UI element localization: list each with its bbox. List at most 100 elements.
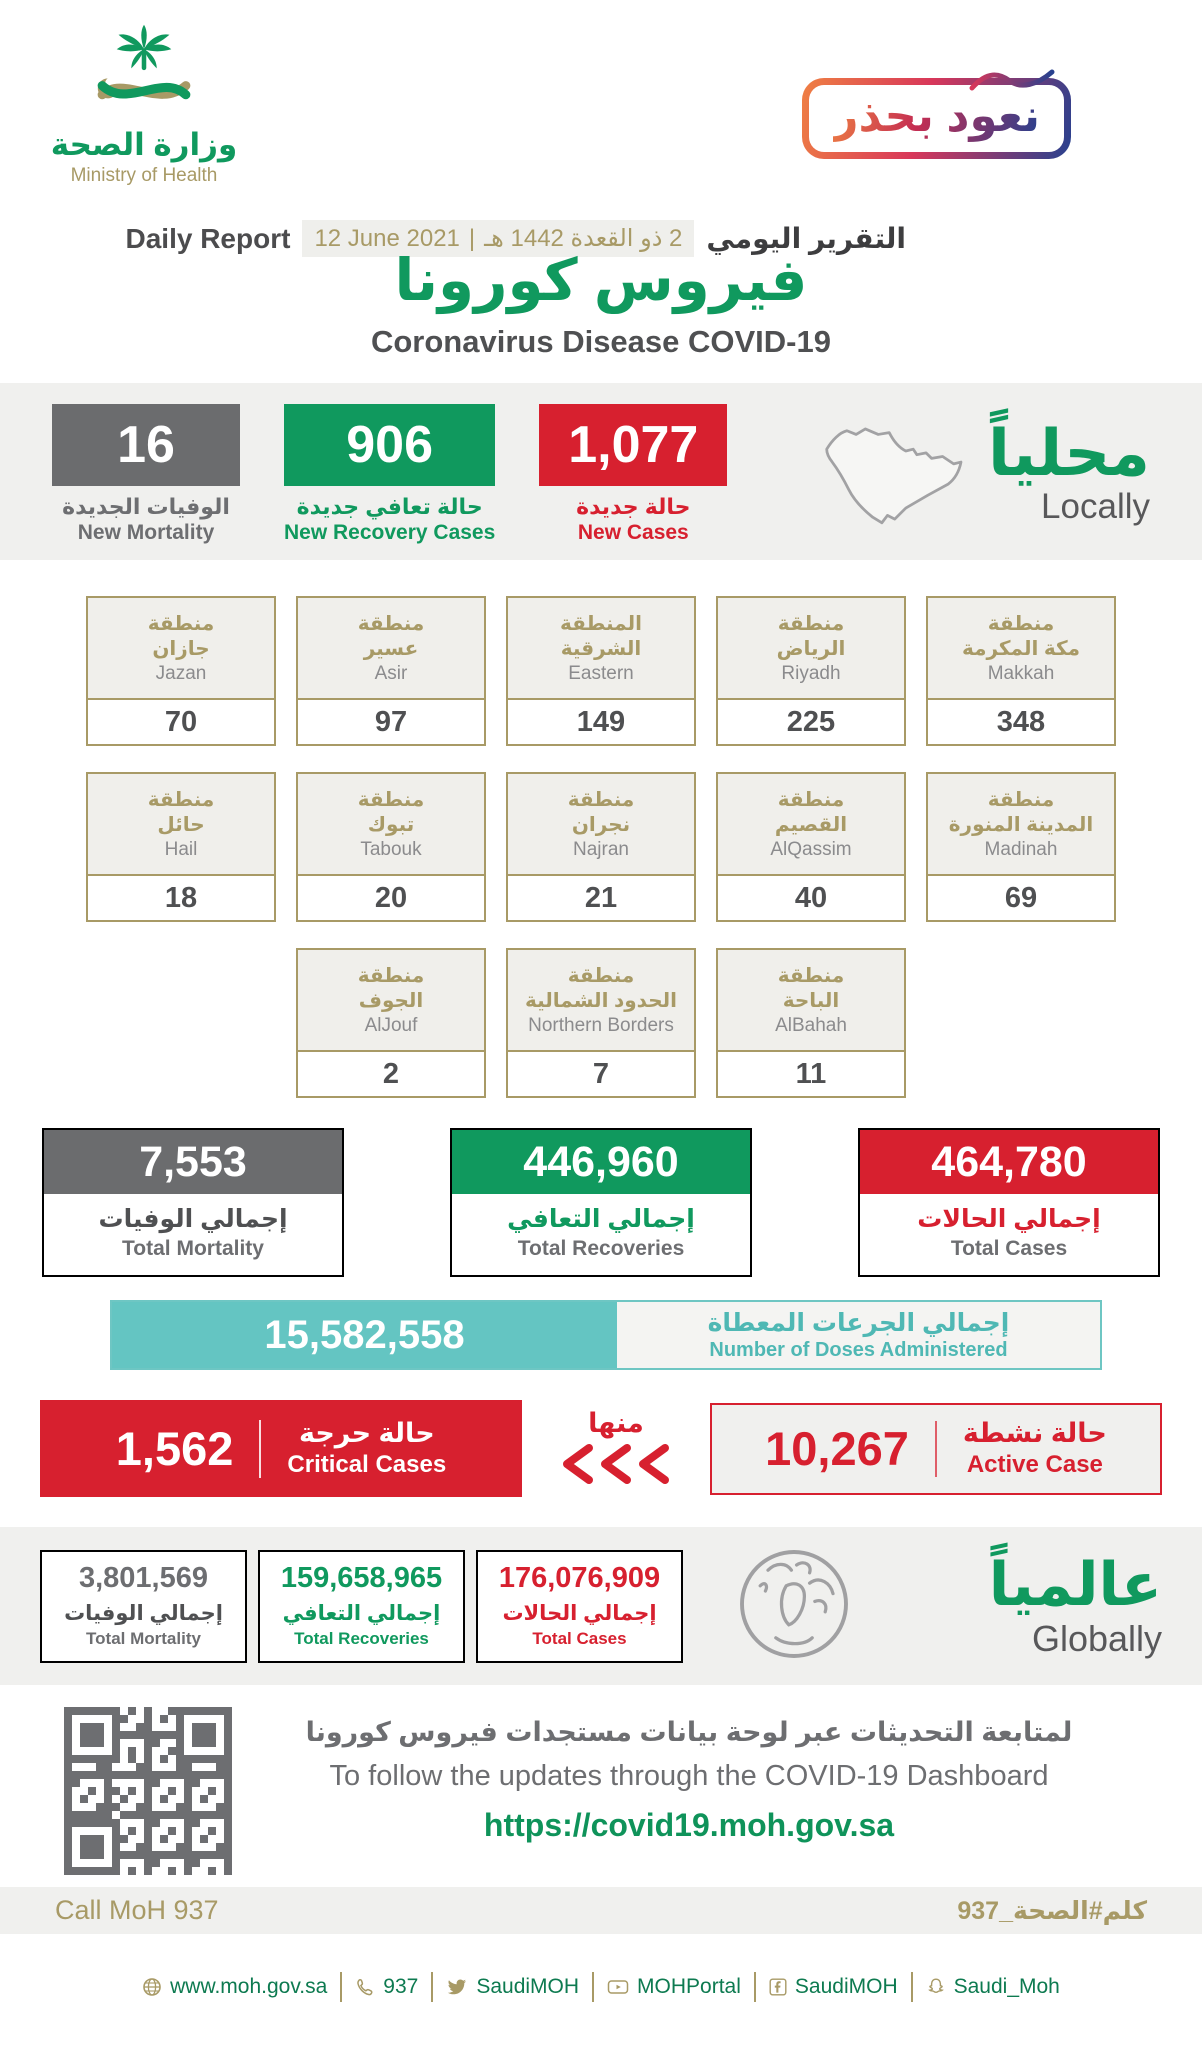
region-card-madinah: منطقة المدينة المنورة Madinah 69 — [926, 772, 1116, 922]
region-name-english: AlJouf — [364, 1014, 418, 1036]
footer-link-saudimoh[interactable]: SaudiMOH — [769, 1975, 898, 1999]
locally-heading: محلياً Locally — [799, 383, 1150, 560]
region-card-asir: منطقة عسير Asir 97 — [296, 596, 486, 746]
stat-value: 1,077 — [539, 404, 728, 486]
divider — [431, 1972, 434, 2002]
total-label-english: Total Cases — [950, 1237, 1068, 1260]
region-card-header: منطقة نجران Najran — [508, 774, 694, 876]
divider — [934, 1420, 937, 1477]
new-stat-new-cases: 1,077 حالة جديدة New Cases — [539, 404, 728, 560]
report-date: 12 June 2021 | 2 ذو القعدة 1442 هـ — [302, 220, 695, 257]
global-label-arabic: إجمالي التعافي — [282, 1601, 441, 1625]
of-which-indicator: منها — [522, 1406, 710, 1491]
region-card-hail: منطقة حائل Hail 18 — [86, 772, 276, 922]
total-box-total-cases: 464,780 إجمالي الحالات Total Cases — [858, 1128, 1160, 1277]
region-card-header: منطقة جازان Jazan — [88, 598, 274, 700]
call-moh-english: Call MoH 937 — [55, 1895, 219, 1925]
region-new-cases: 97 — [374, 705, 408, 738]
date-divider: | — [468, 224, 476, 252]
region-row: منطقة الجوف AlJouf 2 منطقة الحدود الشمالية N… — [0, 948, 1202, 1098]
divider — [910, 1972, 913, 2002]
region-card-najran: منطقة نجران Najran 21 — [506, 772, 696, 922]
active-cases-box: 10,267 حالة نشطة Active Case — [710, 1402, 1162, 1495]
global-label-arabic: إجمالي الحالات — [502, 1601, 657, 1625]
dashboard-text-english: To follow the updates through the COVID-… — [329, 1760, 1049, 1792]
region-card-makkah: منطقة مكة المكرمة Makkah 348 — [926, 596, 1116, 746]
date-gregorian: 12 June 2021 — [314, 224, 460, 252]
stat-label-english: New Mortality — [77, 521, 215, 544]
critical-label-arabic: حالة حرجة — [298, 1418, 435, 1448]
global-value: 176,076,909 — [498, 1561, 661, 1594]
globally-section: 3,801,569 إجمالي الوفيات Total Mortality 15… — [0, 1527, 1202, 1685]
region-card-header: منطقة عسير Asir — [298, 598, 484, 700]
twitter-icon — [446, 1977, 468, 1997]
region-card-header: منطقة حائل Hail — [88, 774, 274, 876]
region-name-english: Jazan — [155, 662, 207, 684]
new-stats-row: 16 الوفيات الجديدة New Mortality 906 حالة تع… — [52, 383, 728, 560]
region-new-cases: 225 — [786, 705, 836, 738]
global-value: 3,801,569 — [78, 1561, 208, 1594]
globally-label-english: Globally — [1031, 1617, 1162, 1659]
total-value: 464,780 — [860, 1130, 1158, 1194]
region-card-header: منطقة المدينة المنورة Madinah — [928, 774, 1114, 876]
page-title-english: Coronavirus Disease COVID-19 — [370, 324, 831, 359]
globe-icon — [740, 1549, 848, 1658]
left-chevrons-icon — [563, 1444, 669, 1484]
region-cards-grid: منطقة جازان Jazan 70 منطقة عسير Asir 97 المنطق… — [0, 596, 1202, 1124]
region-name-arabic: منطقة مكة المكرمة — [961, 612, 1081, 660]
dashboard-url-link[interactable]: https://covid19.moh.gov.sa — [483, 1807, 895, 1843]
global-totals-row: 3,801,569 إجمالي الوفيات Total Mortality 15… — [40, 1549, 683, 1663]
active-label-arabic: حالة نشطة — [962, 1418, 1107, 1448]
global-box-total-mortality: 3,801,569 إجمالي الوفيات Total Mortality — [40, 1549, 247, 1663]
globe-icon — [142, 1977, 162, 1997]
footer-link-937[interactable]: 937 — [355, 1975, 418, 1999]
stat-label-english: New Cases — [577, 521, 689, 544]
call-moh-hashtag: كلم#الصحة_937 — [957, 1896, 1147, 1925]
divider — [592, 1972, 595, 2002]
region-name-english: AlBahah — [775, 1014, 847, 1036]
daily-report-arabic: التقرير اليومي — [706, 223, 906, 254]
total-label-arabic: إجمالي الوفيات — [98, 1205, 288, 1233]
doses-label-arabic: إجمالي الجرعات المعطاة — [707, 1309, 1010, 1337]
region-name-arabic: منطقة الباحة — [777, 964, 845, 1012]
region-name-arabic: منطقة عسير — [357, 612, 425, 660]
report-title-line: Daily Report 12 June 2021 | 2 ذو القعدة … — [126, 220, 906, 257]
footer-link-mohportal[interactable]: MOHPortal — [607, 1975, 741, 1999]
footer-link-saudimoh[interactable]: SaudiMOH — [446, 1975, 579, 1999]
moh-logo: وزارة الصحة Ministry of Health — [44, 22, 244, 187]
total-value: 446,960 — [452, 1130, 750, 1194]
region-card-northern-borders: منطقة الحدود الشمالية Northern Borders 7 — [506, 948, 696, 1098]
stat-value: 16 — [52, 404, 240, 486]
total-label-arabic: إجمالي التعافي — [507, 1205, 695, 1233]
region-new-cases: 149 — [576, 705, 626, 738]
critical-active-row: 1,562 حالة حرجة Critical Cases منها 10,2… — [40, 1400, 1162, 1497]
region-name-arabic: منطقة الجوف — [357, 964, 425, 1012]
badge-label: نعود بحذر — [832, 90, 1040, 141]
region-name-arabic: منطقة المدينة المنورة — [948, 788, 1094, 836]
footer-label: SaudiMOH — [476, 1975, 580, 1998]
doses-label-english: Number of Doses Administered — [709, 1339, 1008, 1361]
region-card-header: منطقة تبوك Tabouk — [298, 774, 484, 876]
palm-tree-icon — [97, 24, 191, 100]
total-box-total-recoveries: 446,960 إجمالي التعافي Total Recoveries — [450, 1128, 752, 1277]
stat-label-arabic: حالة جديدة — [576, 494, 691, 519]
region-name-english: AlQassim — [770, 838, 852, 860]
phone-icon — [355, 1977, 375, 1997]
footer-contact-bar: www.moh.gov.sa 937 SaudiMOH MOHPortal SaudiM… — [0, 1972, 1202, 2002]
region-name-arabic: منطقة الحدود الشمالية — [524, 964, 678, 1012]
region-card-riyadh: منطقة الرياض Riyadh 225 — [716, 596, 906, 746]
locally-label-arabic: محلياً — [987, 416, 1150, 489]
region-name-arabic: منطقة تبوك — [357, 788, 425, 836]
local-totals-row: 7,553 إجمالي الوفيات Total Mortality 446,96… — [42, 1128, 1160, 1277]
global-box-total-cases: 176,076,909 إجمالي الحالات Total Cases — [476, 1549, 683, 1663]
region-new-cases: 21 — [584, 881, 618, 914]
region-name-english: Tabouk — [360, 838, 422, 860]
divider — [340, 1972, 343, 2002]
region-name-english: Eastern — [568, 662, 634, 684]
region-name-arabic: منطقة حائل — [147, 788, 215, 836]
global-value: 159,658,965 — [280, 1561, 443, 1594]
region-name-arabic: منطقة الرياض — [776, 612, 846, 660]
footer-link-saudi-moh[interactable]: Saudi_Moh — [926, 1975, 1060, 1999]
footer-link-www-moh-gov-sa[interactable]: www.moh.gov.sa — [142, 1975, 327, 1999]
region-new-cases: 348 — [996, 705, 1046, 738]
